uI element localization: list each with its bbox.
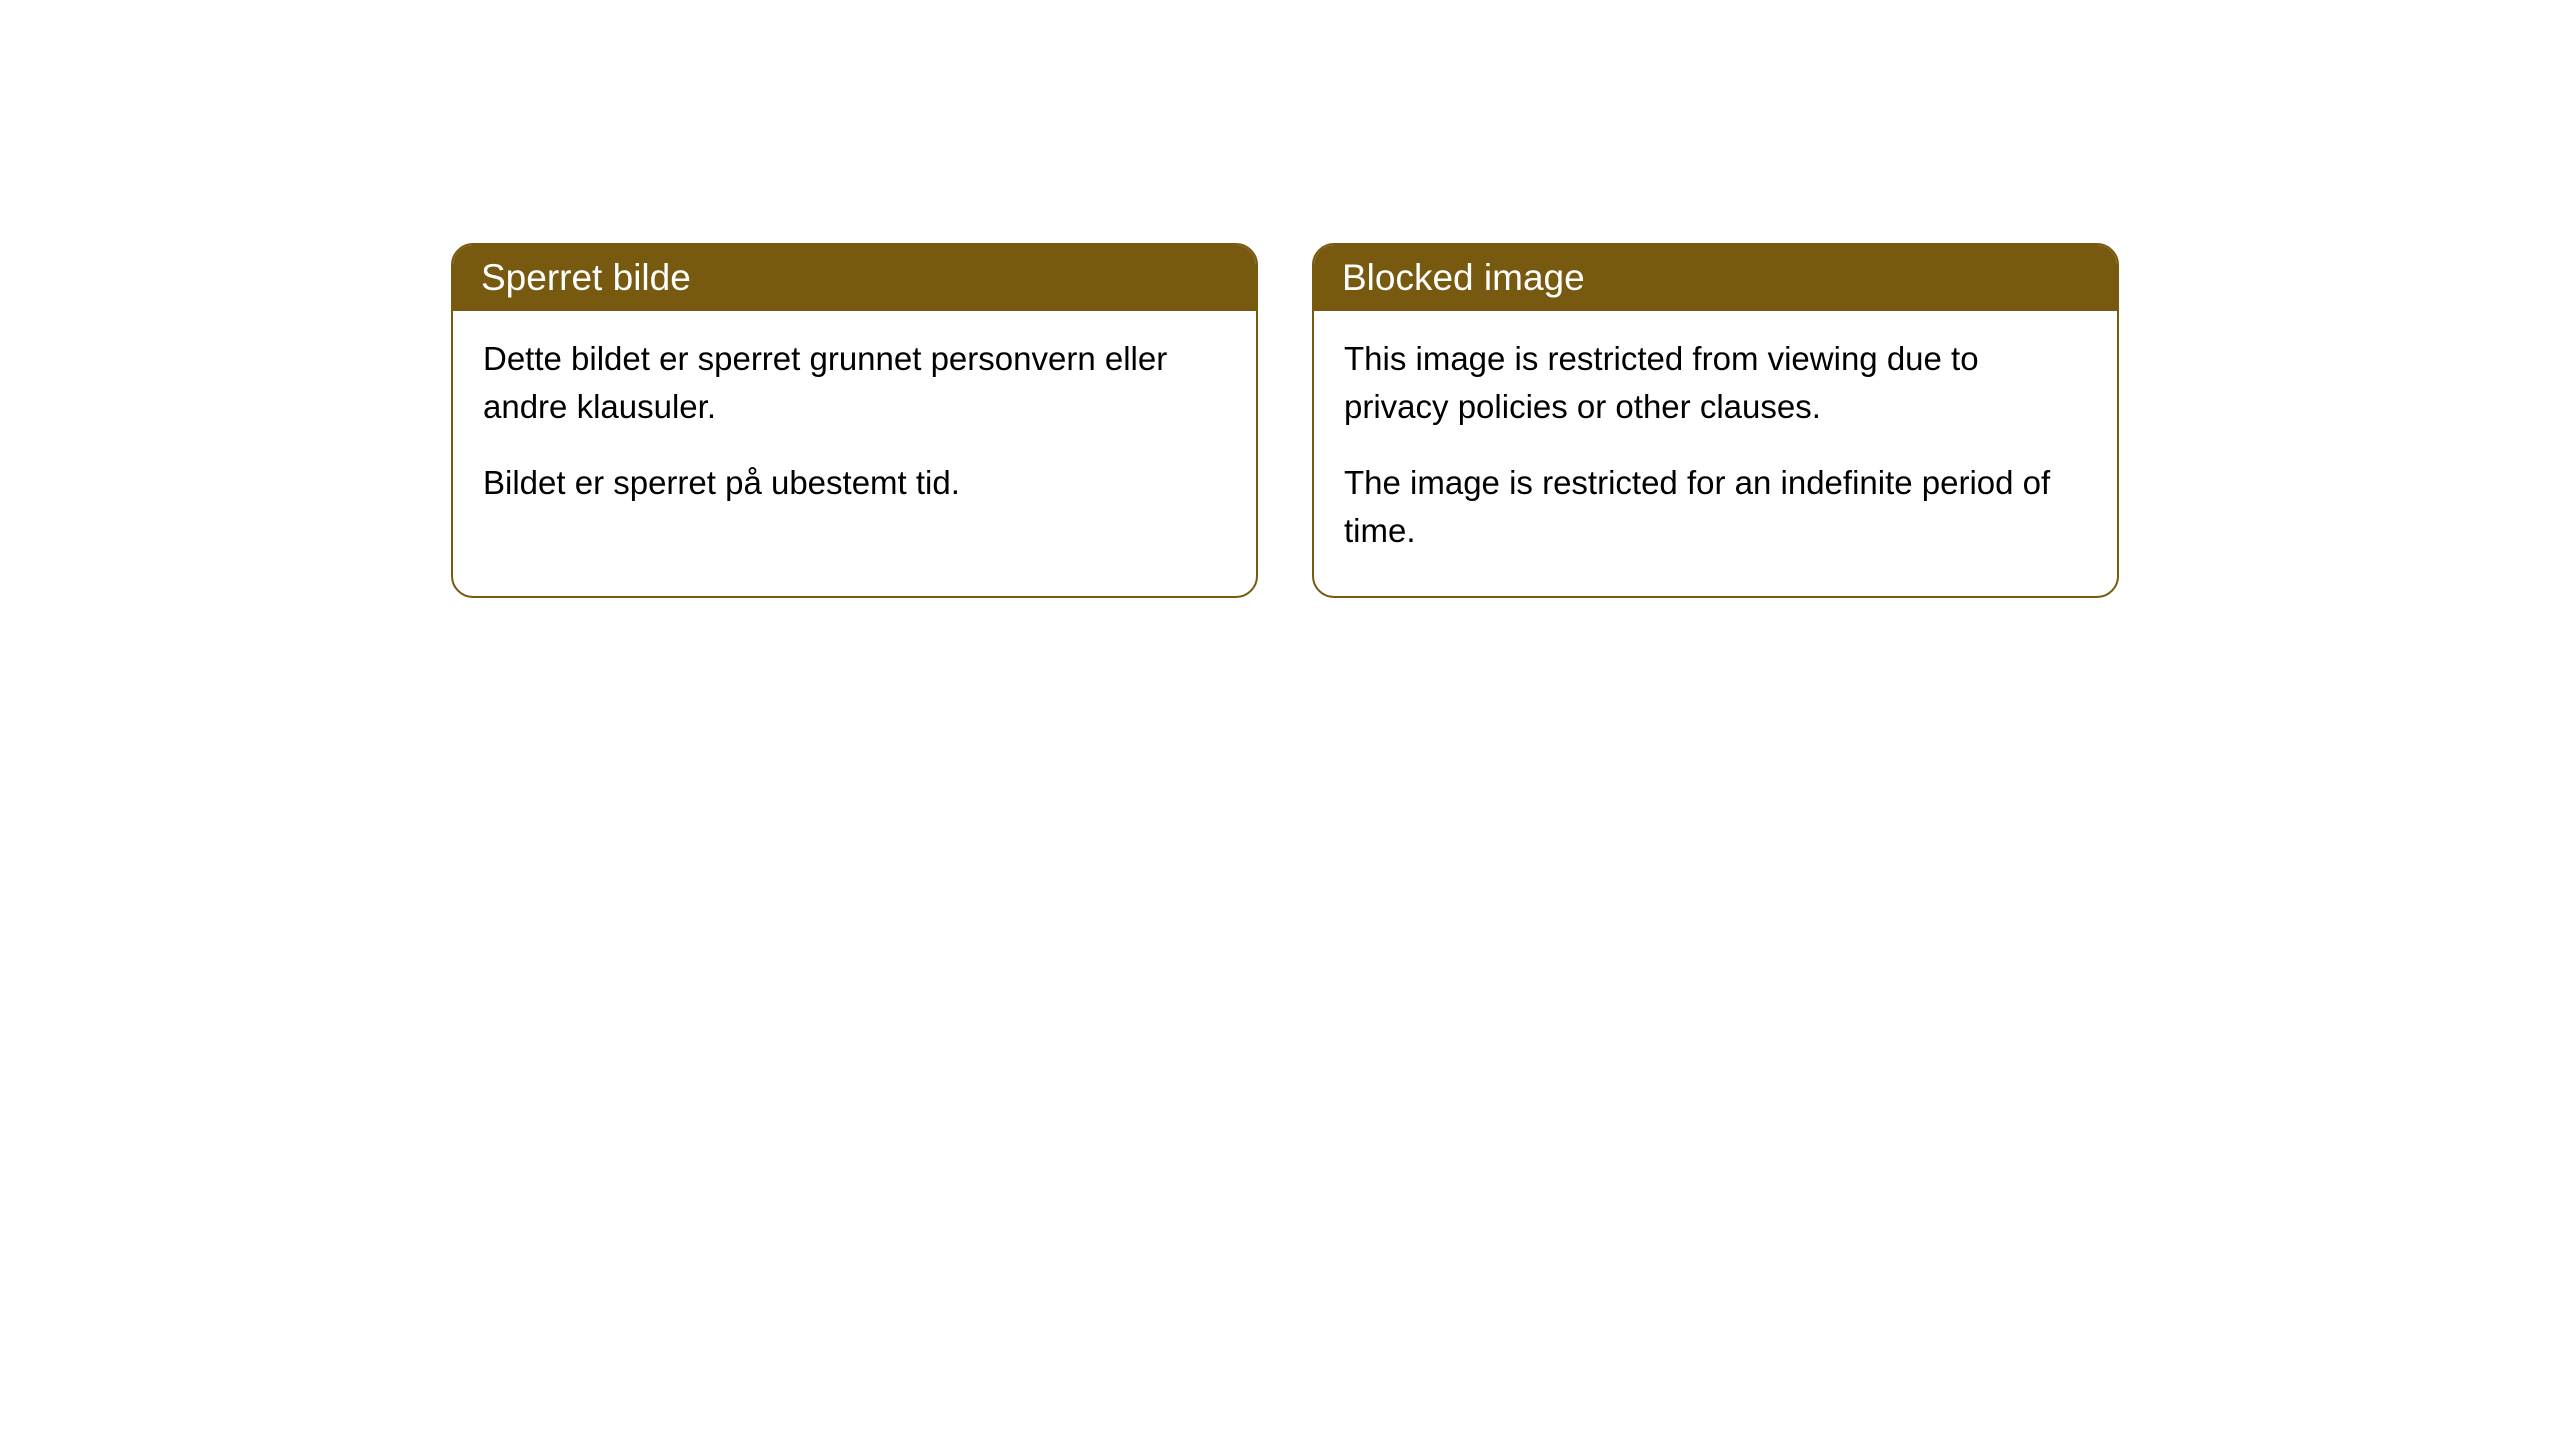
card-body: Dette bildet er sperret grunnet personve… [453, 311, 1256, 549]
card-paragraph: This image is restricted from viewing du… [1344, 335, 2087, 431]
card-body: This image is restricted from viewing du… [1314, 311, 2117, 596]
card-header: Blocked image [1314, 245, 2117, 311]
notice-card-norwegian: Sperret bilde Dette bildet er sperret gr… [451, 243, 1258, 598]
card-header: Sperret bilde [453, 245, 1256, 311]
notice-cards-container: Sperret bilde Dette bildet er sperret gr… [451, 243, 2119, 598]
card-paragraph: Bildet er sperret på ubestemt tid. [483, 459, 1226, 507]
card-paragraph: Dette bildet er sperret grunnet personve… [483, 335, 1226, 431]
card-paragraph: The image is restricted for an indefinit… [1344, 459, 2087, 555]
notice-card-english: Blocked image This image is restricted f… [1312, 243, 2119, 598]
